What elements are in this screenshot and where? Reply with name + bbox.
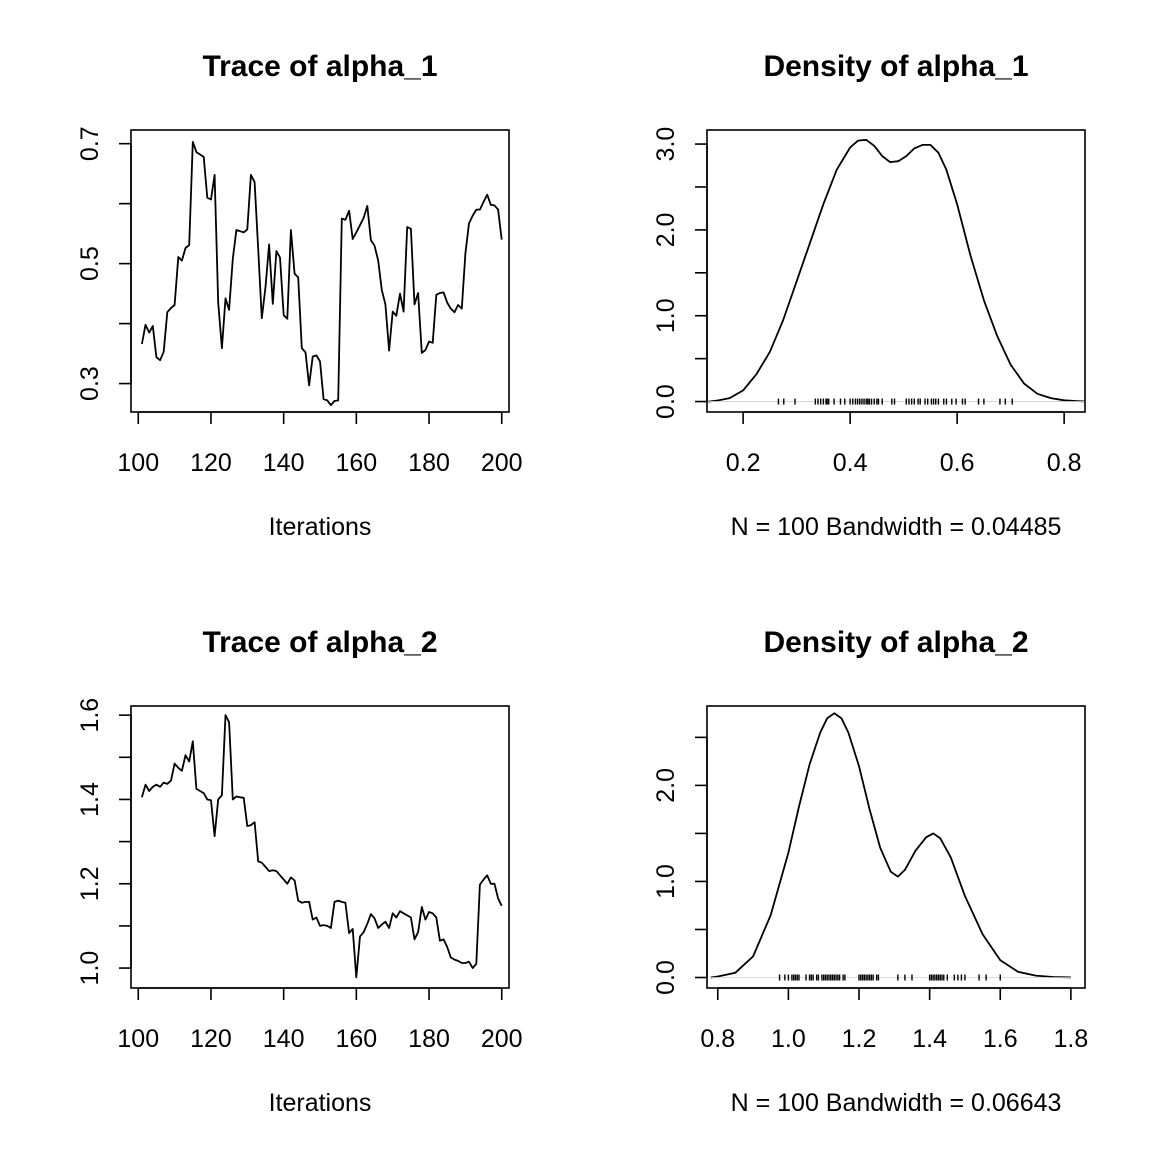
trace-alpha-2-y-tick-label: 1.6	[76, 698, 104, 733]
trace-alpha-2-panel: Trace of alpha_2 100 120 140 160 180 200 1.0 1.2…	[76, 626, 523, 1117]
trace-alpha-2-y-tick-label: 1.4	[76, 782, 104, 817]
trace-alpha-2-x-tick-label: 100	[117, 1025, 159, 1053]
density-alpha-2-x-tick-label: 1.4	[912, 1025, 947, 1053]
density-alpha-2-y-tick-label: 2.0	[652, 768, 680, 803]
trace-alpha-2-title: Trace of alpha_2	[202, 626, 437, 659]
density-alpha-1-y-tick-label: 0.0	[652, 384, 680, 419]
density-alpha-2-panel: Density of alpha_2 0.8 1.0 1.2 1.4 1.6 1.8 0.0 1…	[652, 626, 1088, 1117]
density-alpha-1-x-tick-label: 0.2	[726, 449, 761, 477]
trace-alpha-2-x-tick-label: 200	[481, 1025, 523, 1053]
trace-alpha-2-x-tick-label: 160	[335, 1025, 377, 1053]
trace-alpha-1-panel: Trace of alpha_1 100 120 140 160 180 200 0.3 0.5…	[76, 50, 523, 541]
trace-alpha-1-x-tick-label: 140	[263, 449, 305, 477]
density-alpha-1-x-label: N = 100 Bandwidth = 0.04485	[731, 513, 1062, 541]
density-alpha-1-title: Density of alpha_1	[763, 50, 1028, 83]
density-alpha-2-x-tick-label: 1.2	[842, 1025, 877, 1053]
density-alpha-2-x-label: N = 100 Bandwidth = 0.06643	[731, 1089, 1062, 1117]
density-alpha-2-x-tick-label: 1.0	[771, 1025, 806, 1053]
trace-alpha-2-y-tick-label: 1.0	[76, 951, 104, 986]
trace-alpha-2-x-tick-label: 140	[263, 1025, 305, 1053]
density-alpha-1-x-tick-label: 0.4	[833, 449, 868, 477]
trace-alpha-2-x-label: Iterations	[269, 1089, 372, 1117]
density-alpha-2-series-line	[710, 712, 1071, 979]
trace-alpha-2-y-tick-label: 1.2	[76, 866, 104, 901]
trace-alpha-1-y-tick-label: 0.7	[76, 126, 104, 161]
density-alpha-2-title: Density of alpha_2	[763, 626, 1028, 659]
density-alpha-1-series-line	[708, 138, 1085, 403]
density-alpha-1-y-tick-label: 2.0	[652, 213, 680, 248]
density-alpha-1-x-tick-label: 0.8	[1047, 449, 1082, 477]
trace-alpha-1-x-tick-label: 120	[190, 449, 232, 477]
density-alpha-2-x-tick-label: 1.8	[1053, 1025, 1088, 1053]
density-alpha-2-y-tick-label: 0.0	[652, 960, 680, 995]
trace-alpha-1-x-tick-label: 180	[408, 449, 450, 477]
density-alpha-2-x-tick-label: 0.8	[700, 1025, 735, 1053]
density-alpha-1-panel: Density of alpha_1 0.2 0.4 0.6 0.8 0.0 1.0 2.0 3…	[652, 50, 1086, 541]
trace-alpha-1-series-line	[141, 141, 503, 407]
trace-alpha-1-x-tick-label: 200	[481, 449, 523, 477]
trace-alpha-2-series-line	[141, 714, 503, 979]
density-alpha-1-y-tick-label: 3.0	[652, 127, 680, 162]
density-alpha-2-x-tick-label: 1.6	[983, 1025, 1018, 1053]
trace-alpha-1-y-tick-label: 0.5	[76, 246, 104, 281]
density-alpha-2-y-tick-label: 1.0	[652, 864, 680, 899]
trace-alpha-1-y-tick-label: 0.3	[76, 366, 104, 401]
trace-alpha-1-x-tick-label: 100	[117, 449, 159, 477]
trace-alpha-1-x-tick-label: 160	[335, 449, 377, 477]
density-alpha-1-x-tick-label: 0.6	[940, 449, 975, 477]
trace-alpha-1-x-label: Iterations	[269, 513, 372, 541]
trace-alpha-2-x-tick-label: 120	[190, 1025, 232, 1053]
trace-alpha-1-title: Trace of alpha_1	[202, 50, 437, 83]
trace-alpha-2-x-tick-label: 180	[408, 1025, 450, 1053]
density-alpha-1-y-tick-label: 1.0	[652, 298, 680, 333]
